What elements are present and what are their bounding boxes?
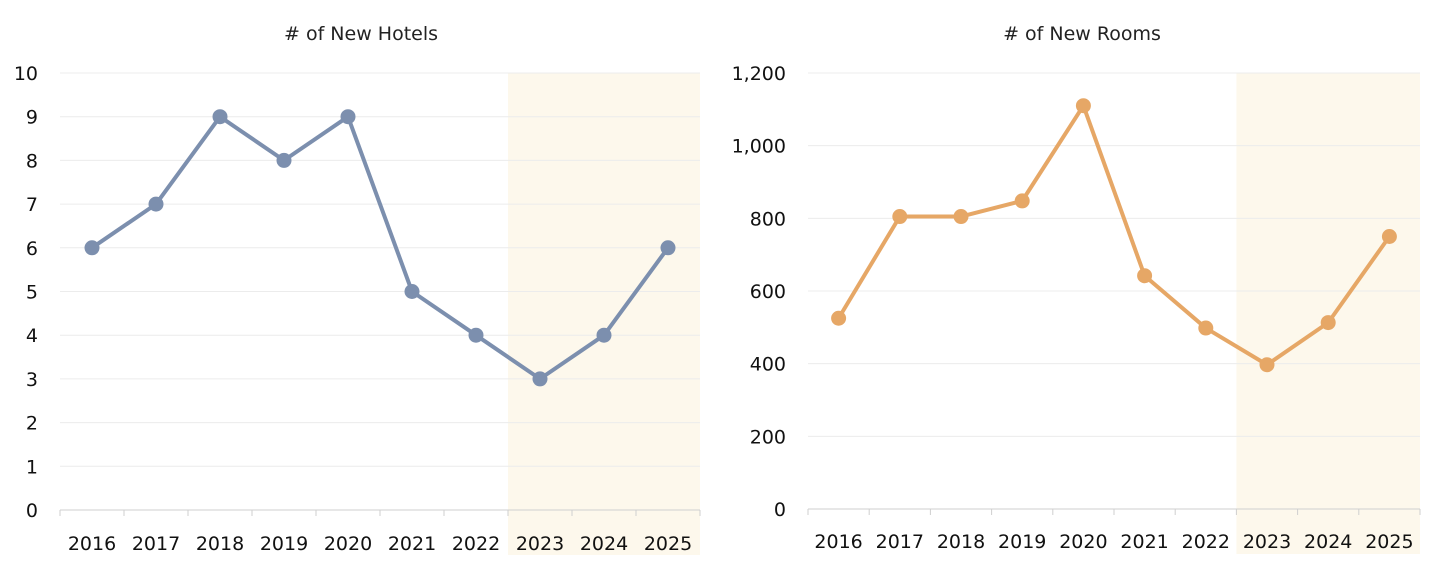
rooms-data-point (1381, 229, 1397, 244)
hotels-data-point (276, 152, 292, 168)
hotels-y-tick-label: 6 (26, 238, 38, 260)
rooms-series-line (836, 103, 1392, 367)
rooms-data-point (1320, 315, 1336, 331)
rooms-x-tick-label: 2019 (998, 531, 1046, 553)
rooms-forecast-band (1236, 73, 1420, 554)
rooms-y-tick-label: 0 (774, 499, 786, 521)
hotels-x-tick-label: 2024 (580, 533, 628, 555)
hotels-data-point (596, 327, 612, 343)
rooms-x-tick-label: 2017 (876, 531, 924, 553)
rooms-y-tick-label: 1,000 (732, 136, 786, 158)
hotels-data-point (660, 240, 676, 256)
hotels-data-point (404, 284, 420, 299)
hotels-data-point (340, 109, 356, 125)
hotels-x-tick-label: 2020 (324, 533, 372, 555)
hotels-data-point (468, 327, 484, 343)
hotels-chart-title: # of New Hotels (284, 23, 438, 45)
rooms-data-point (1014, 193, 1030, 209)
rooms-data-point (953, 209, 969, 225)
hotels-y-tick-label: 8 (26, 150, 38, 172)
hotels-x-tick-label: 2019 (260, 533, 308, 555)
rooms-data-point (1075, 98, 1091, 114)
hotels-data-point (148, 196, 164, 212)
hotels-y-tick-label: 5 (26, 282, 38, 304)
rooms-y-tick-label: 600 (750, 281, 786, 303)
rooms-data-point (1137, 268, 1153, 284)
new-rooms-chart: # of New Rooms 0 200 400 600 800 1,000 1,200 201… (732, 23, 1421, 554)
hotels-y-tick-label: 7 (26, 194, 38, 216)
hotels-data-point (212, 109, 228, 125)
rooms-data-point (1259, 357, 1275, 373)
hotels-x-tick-label: 2025 (644, 533, 692, 555)
rooms-x-tick-label: 2018 (937, 531, 985, 553)
rooms-x-tick-label: 2021 (1120, 531, 1168, 553)
hotels-forecast-band (508, 73, 700, 555)
rooms-y-tick-label: 1,200 (732, 63, 786, 85)
rooms-y-tick-label: 400 (750, 354, 786, 376)
rooms-y-tick-label: 200 (750, 426, 786, 448)
hotels-data-point (84, 240, 100, 256)
hotels-y-tick-label: 2 (26, 413, 38, 435)
rooms-x-tick-label: 2023 (1243, 531, 1291, 553)
rooms-chart-title: # of New Rooms (1003, 23, 1161, 45)
hotels-x-tick-label: 2021 (388, 533, 436, 555)
hotels-y-tick-label: 0 (26, 500, 38, 522)
hotels-y-tick-label: 1 (26, 456, 38, 478)
rooms-x-tick-label: 2022 (1182, 531, 1230, 553)
rooms-x-tick-label: 2024 (1304, 531, 1352, 553)
hotels-y-tick-label: 9 (26, 107, 38, 129)
hotels-x-tick-label: 2017 (132, 533, 180, 555)
rooms-data-point (892, 209, 908, 225)
rooms-x-tick-label: 2025 (1365, 531, 1413, 553)
rooms-data-point (1198, 320, 1214, 336)
rooms-x-tick-label: 2020 (1059, 531, 1107, 553)
hotels-y-tick-label: 10 (14, 63, 38, 85)
hotels-y-tick-label: 4 (26, 325, 38, 347)
hotels-x-tick-label: 2023 (516, 533, 564, 555)
new-hotels-chart: # of New Hotels 0 1 2 3 4 5 6 7 8 9 10 2016 2017 2018 2… (14, 23, 701, 555)
hotels-x-tick-label: 2022 (452, 533, 500, 555)
hotels-series-line (90, 114, 670, 381)
rooms-y-tick-label: 800 (750, 208, 786, 230)
hotels-x-tick-label: 2016 (68, 533, 116, 555)
hotels-x-tick-label: 2018 (196, 533, 244, 555)
rooms-data-point (831, 310, 847, 326)
rooms-x-tick-label: 2016 (814, 531, 862, 553)
hotels-y-tick-label: 3 (26, 369, 38, 391)
hotels-data-point (532, 371, 548, 387)
